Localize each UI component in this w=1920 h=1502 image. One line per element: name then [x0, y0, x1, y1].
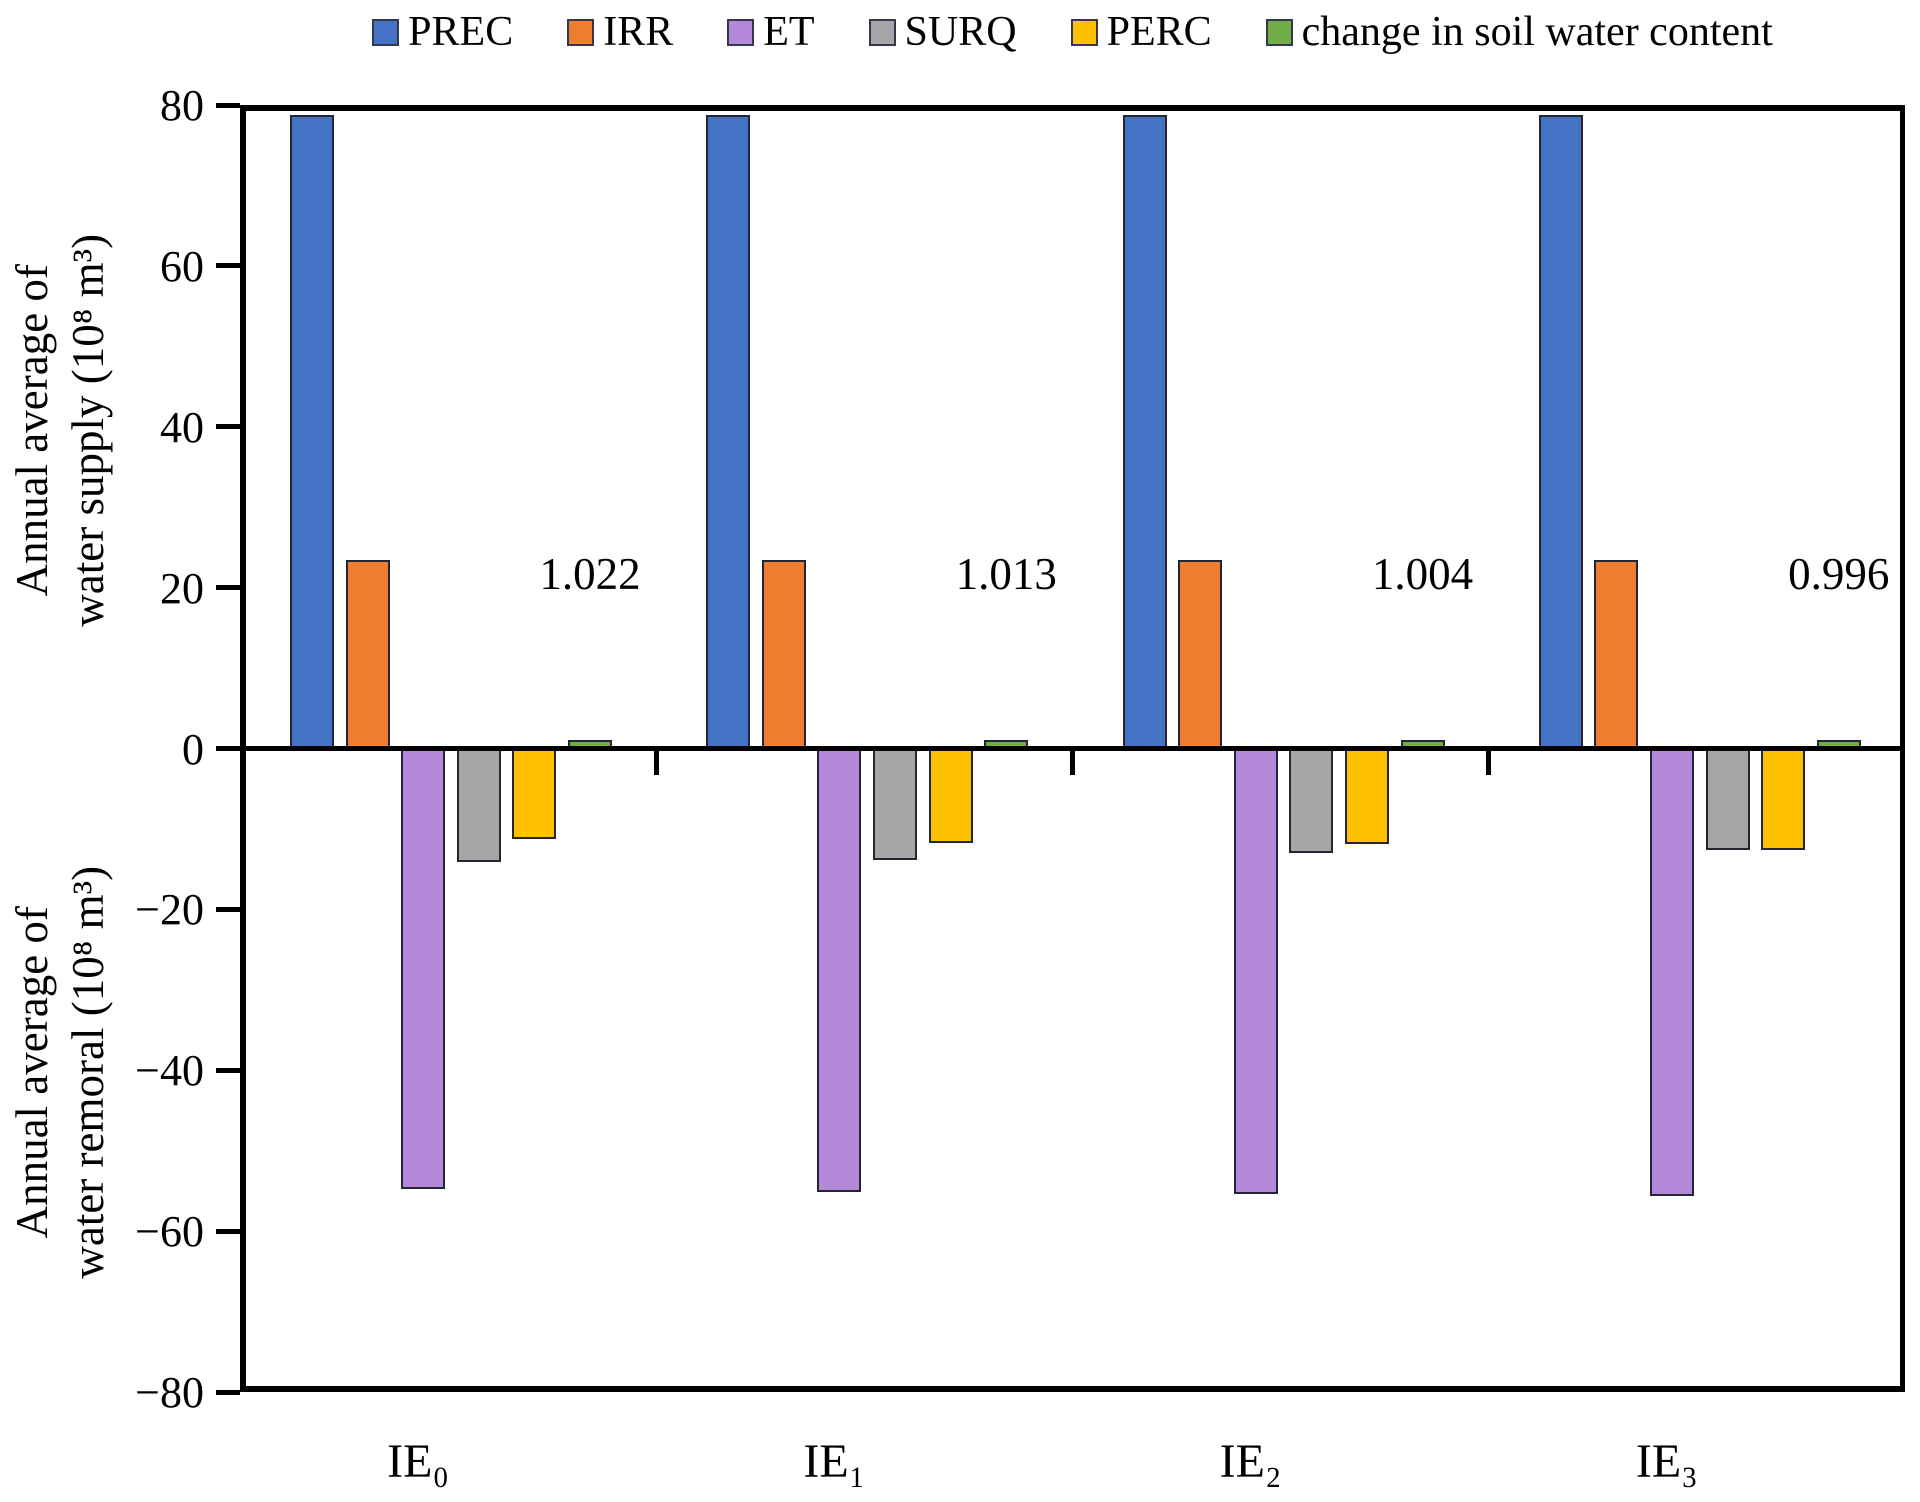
spine-bottom	[240, 1386, 1905, 1392]
bar-perc-ie	[512, 748, 557, 839]
legend-label-irr: IRR	[603, 9, 674, 55]
x-label-ie: IE₃	[1635, 1435, 1698, 1488]
y-tick-label-2: 40	[160, 402, 204, 452]
y-tick-label-5: −20	[135, 885, 204, 935]
bar-irr-ie	[761, 560, 806, 751]
bar-et-ie	[1233, 748, 1278, 1195]
y-tick-mark-8	[216, 1389, 240, 1395]
bar-irr-ie	[1178, 560, 1223, 751]
y-tick-label-1: 60	[160, 241, 204, 291]
x-label-ie: IE₁	[803, 1435, 866, 1488]
y-tick-label-8: −80	[135, 1368, 204, 1417]
y-tick-mark-2	[216, 424, 240, 430]
legend-item-surq: SURQ	[868, 9, 1017, 55]
y-tick-label-7: −60	[135, 1207, 204, 1257]
legend-label-perc: PERC	[1106, 9, 1212, 55]
bar-et-ie	[817, 748, 862, 1192]
y-tick-label-4: 0	[182, 724, 204, 774]
bar-perc-ie	[1761, 748, 1806, 850]
zero-axis-tick-2	[1070, 748, 1075, 775]
y-tick-mark-5	[216, 906, 240, 912]
zero-axis-tick-1	[653, 748, 659, 775]
data-label-ie: 0.996	[1788, 549, 1890, 599]
bar-surq-ie	[1705, 748, 1750, 850]
bar-prec-ie	[290, 115, 334, 751]
y-tick-label-6: −40	[135, 1046, 204, 1096]
bar-irr-ie	[345, 560, 390, 751]
legend-item-irr: IRR	[567, 11, 673, 53]
x-label-ie: IE₂	[1219, 1435, 1282, 1488]
legend-label-surq: SURQ	[904, 9, 1017, 55]
legend-item-perc: PERC	[1070, 9, 1212, 55]
legend-label-et: ET	[763, 9, 815, 55]
y-tick-mark-7	[216, 1228, 240, 1234]
plot-area	[240, 105, 1905, 1392]
legend-label-prec: PREC	[408, 9, 514, 55]
bar-surq-ie	[873, 748, 918, 861]
y-tick-mark-3	[216, 585, 240, 591]
y-tick-mark-1	[216, 263, 240, 269]
bar-perc-ie	[1344, 748, 1389, 845]
bar-prec-ie	[706, 115, 751, 751]
data-label-ie: 1.013	[955, 549, 1057, 599]
spine-top	[240, 105, 1905, 111]
legend-swatch-change-in-soil-water-content-icon	[1265, 18, 1293, 46]
legend-swatch-et-icon	[727, 18, 755, 46]
legend-item-change-in-soil-water-content: change in soil water content	[1265, 9, 1773, 55]
legend-swatch-perc-icon	[1070, 18, 1098, 46]
y-tick-label-3: 20	[160, 563, 204, 613]
bar-surq-ie	[456, 748, 501, 862]
legend-swatch-surq-icon	[868, 18, 896, 46]
legend-item-et: ET	[727, 9, 815, 55]
legend-item-prec: PREC	[372, 11, 513, 53]
bar-perc-ie	[928, 748, 973, 843]
legend-swatch-irr-icon	[567, 18, 595, 46]
data-label-ie: 1.004	[1371, 549, 1474, 599]
bar-et-ie	[1649, 748, 1694, 1196]
zero-axis-tick-3	[1486, 748, 1492, 775]
y-tick-label-0: 80	[160, 81, 204, 130]
bar-surq-ie	[1289, 748, 1334, 854]
bar-prec-ie	[1122, 115, 1167, 751]
legend-swatch-prec-icon	[372, 18, 400, 46]
data-label-ie: 1.022	[539, 549, 641, 599]
y-tick-mark-6	[216, 1067, 240, 1073]
legend: PREC IRR ET SURQ PERC change in soil water co…	[240, 6, 1905, 58]
y-tick-mark-4	[216, 746, 240, 751]
bar-prec-ie	[1538, 115, 1583, 751]
x-label-ie: IE₀	[387, 1435, 450, 1488]
bar-et-ie	[401, 748, 446, 1190]
legend-label-change-in-soil-water-content: change in soil water content	[1301, 9, 1773, 55]
bar-irr-ie	[1594, 560, 1639, 751]
y-tick-mark-0	[216, 102, 240, 108]
